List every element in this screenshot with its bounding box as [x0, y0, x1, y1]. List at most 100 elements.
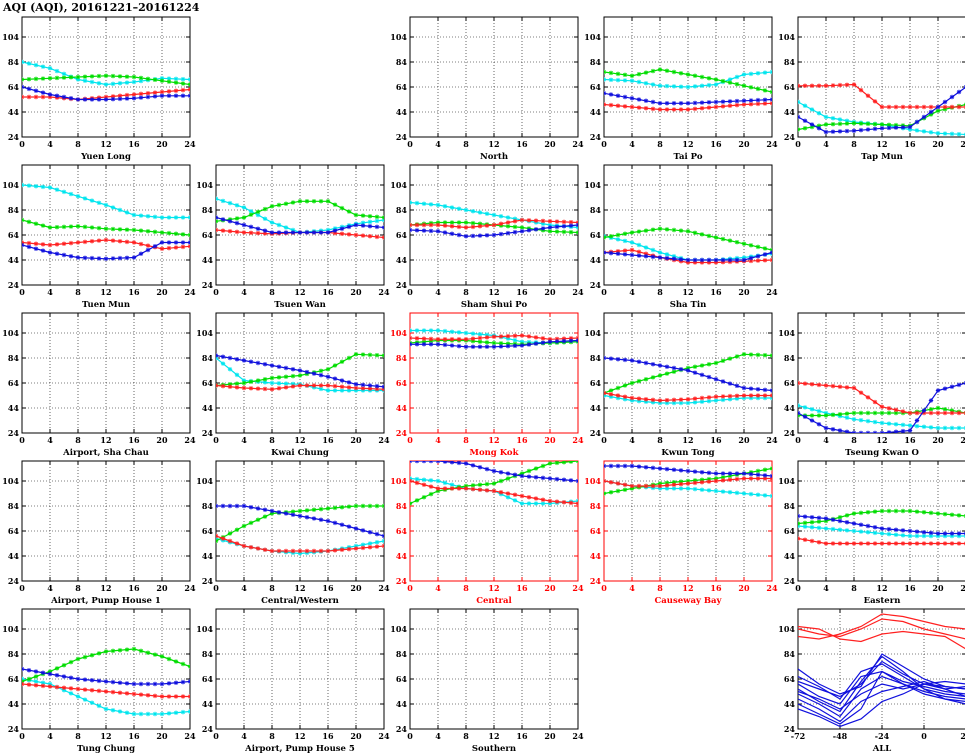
data-point [110, 94, 116, 99]
data-point [75, 74, 81, 80]
data-point [131, 227, 137, 233]
data-point [858, 121, 864, 126]
data-point [381, 503, 384, 509]
data-point [353, 382, 359, 387]
data-point [956, 410, 962, 416]
data-point [442, 220, 448, 225]
data-point [138, 251, 144, 256]
data-point [220, 503, 226, 509]
data-point [928, 410, 934, 416]
data-point [914, 119, 920, 125]
data-point [463, 220, 469, 225]
data-point [671, 254, 677, 259]
data-point [547, 229, 553, 234]
data-point [449, 343, 455, 348]
data-point [40, 248, 46, 253]
data-point [769, 393, 772, 398]
data-point [741, 352, 747, 357]
data-point [816, 519, 822, 524]
data-point [456, 486, 462, 491]
data-point [152, 94, 158, 99]
data-point [297, 508, 303, 514]
data-point [720, 397, 726, 403]
data-point [762, 101, 768, 106]
data-point [823, 425, 829, 431]
data-point [96, 225, 102, 231]
data-point [477, 221, 483, 226]
data-point [47, 225, 53, 230]
data-point [734, 393, 740, 399]
data-point [851, 417, 857, 422]
data-point [956, 104, 962, 110]
data-point [900, 533, 906, 538]
x-tick-label: 8 [657, 287, 663, 297]
x-tick-label: 12 [876, 435, 887, 445]
data-point [145, 91, 151, 96]
data-point [837, 82, 843, 88]
data-point [604, 91, 607, 96]
x-tick-label: 24 [960, 435, 965, 445]
data-point [311, 199, 317, 204]
y-tick-label: 104 [390, 328, 407, 338]
data-point [40, 90, 46, 95]
data-point [699, 487, 705, 492]
y-tick-label: 24 [784, 132, 796, 142]
data-point [26, 183, 32, 188]
data-point [604, 390, 607, 396]
data-point [568, 500, 574, 506]
data-point [706, 479, 712, 484]
data-point [173, 240, 179, 245]
data-point [470, 463, 476, 468]
data-point [187, 77, 190, 82]
data-point [748, 71, 754, 77]
series-group [410, 328, 578, 349]
data-point [664, 68, 670, 73]
x-tick-label: 0 [213, 435, 219, 445]
data-point [664, 483, 670, 488]
x-tick-label: 4 [823, 583, 829, 593]
data-point [727, 103, 733, 108]
panel-title: North [480, 152, 508, 162]
data-point [512, 216, 518, 221]
data-point [491, 334, 497, 339]
data-point [505, 343, 511, 349]
x-tick-label: 20 [738, 139, 750, 149]
data-point [332, 363, 338, 368]
y-tick-label: 84 [784, 353, 796, 363]
x-tick-label: 20 [156, 139, 168, 149]
data-point [33, 246, 39, 251]
data-point [216, 538, 219, 544]
x-tick-label: 8 [463, 731, 469, 741]
data-point [435, 461, 441, 464]
data-point [629, 240, 635, 245]
data-point [949, 131, 955, 137]
data-point [96, 73, 102, 79]
data-point [311, 371, 317, 376]
data-point [629, 398, 635, 403]
data-point [928, 112, 934, 117]
data-point [421, 336, 427, 341]
series-group [798, 82, 965, 137]
data-point [442, 204, 448, 209]
data-point [276, 364, 282, 369]
x-tick-label: 12 [100, 731, 111, 741]
data-point [561, 336, 567, 341]
data-point [622, 482, 628, 487]
data-point [124, 227, 130, 232]
data-point [713, 394, 719, 399]
x-tick-label: 16 [128, 731, 140, 741]
data-point [858, 529, 864, 534]
data-point [755, 101, 761, 107]
data-point [435, 342, 441, 347]
data-point [886, 421, 892, 426]
data-point [748, 255, 754, 261]
data-point [851, 121, 857, 126]
data-point [456, 224, 462, 230]
data-point [706, 76, 712, 81]
data-point [949, 533, 955, 539]
data-point [152, 681, 158, 687]
y-tick-label: 44 [396, 699, 408, 709]
data-point [802, 524, 808, 529]
data-point [131, 255, 137, 260]
x-tick-label: 8 [75, 139, 81, 149]
